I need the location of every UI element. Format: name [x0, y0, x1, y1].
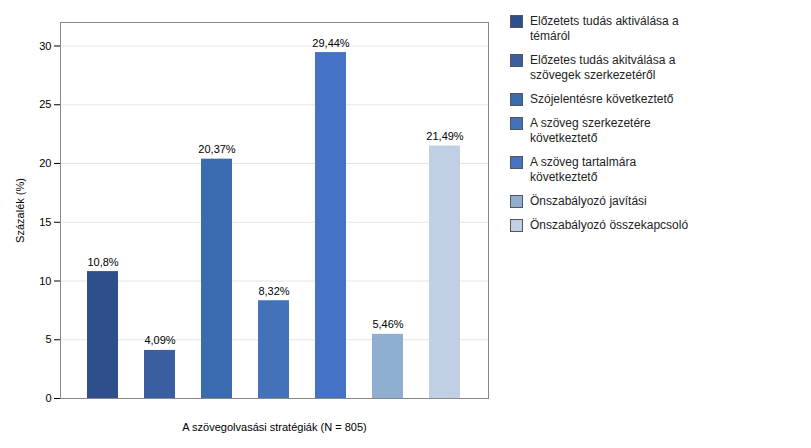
html-text:A szöveg tartalmára következte: A szöveg tartalmára következtető: [530, 155, 637, 184]
svg-text:20,37%: 20,37%: [198, 143, 236, 155]
html-text:A szöveg szerkezetére következ: A szöveg szerkezetére következtető: [530, 116, 651, 145]
svg-text:5: 5: [45, 333, 51, 345]
svg-text:10,8%: 10,8%: [87, 256, 118, 268]
svg-text:29,44%: 29,44%: [312, 37, 350, 49]
svg-text:25: 25: [39, 98, 51, 110]
svg-text:4,09%: 4,09%: [144, 334, 175, 346]
html-text:Önszabályozó összekapcsoló: Önszabályozó összekapcsoló: [530, 218, 689, 232]
svg-text:0: 0: [45, 392, 51, 404]
html-text:Szójelentésre következtető: Szójelentésre következtető: [530, 92, 674, 106]
html-text:Önszabályozó javítási: Önszabályozó javítási: [530, 194, 647, 208]
html-text:Előzetes tudás akitválása a sz: Előzetes tudás akitválása a szövegek sze…: [530, 53, 676, 82]
svg-text:5,46%: 5,46%: [372, 318, 403, 330]
svg-text:A szövegolvasási stratégiák (N: A szövegolvasási stratégiák (N = 805): [182, 421, 366, 433]
svg-text:8,32%: 8,32%: [258, 285, 289, 297]
svg-text:30: 30: [39, 40, 51, 52]
svg-text:21,49%: 21,49%: [426, 130, 464, 142]
svg-text:20: 20: [39, 157, 51, 169]
html-text:Előzetets tudás aktiválása a t: Előzetets tudás aktiválása a témáról: [530, 14, 679, 43]
svg-text:Százalék (%): Százalék (%): [14, 178, 26, 243]
svg-text:15: 15: [39, 216, 51, 228]
svg-text:10: 10: [39, 275, 51, 287]
